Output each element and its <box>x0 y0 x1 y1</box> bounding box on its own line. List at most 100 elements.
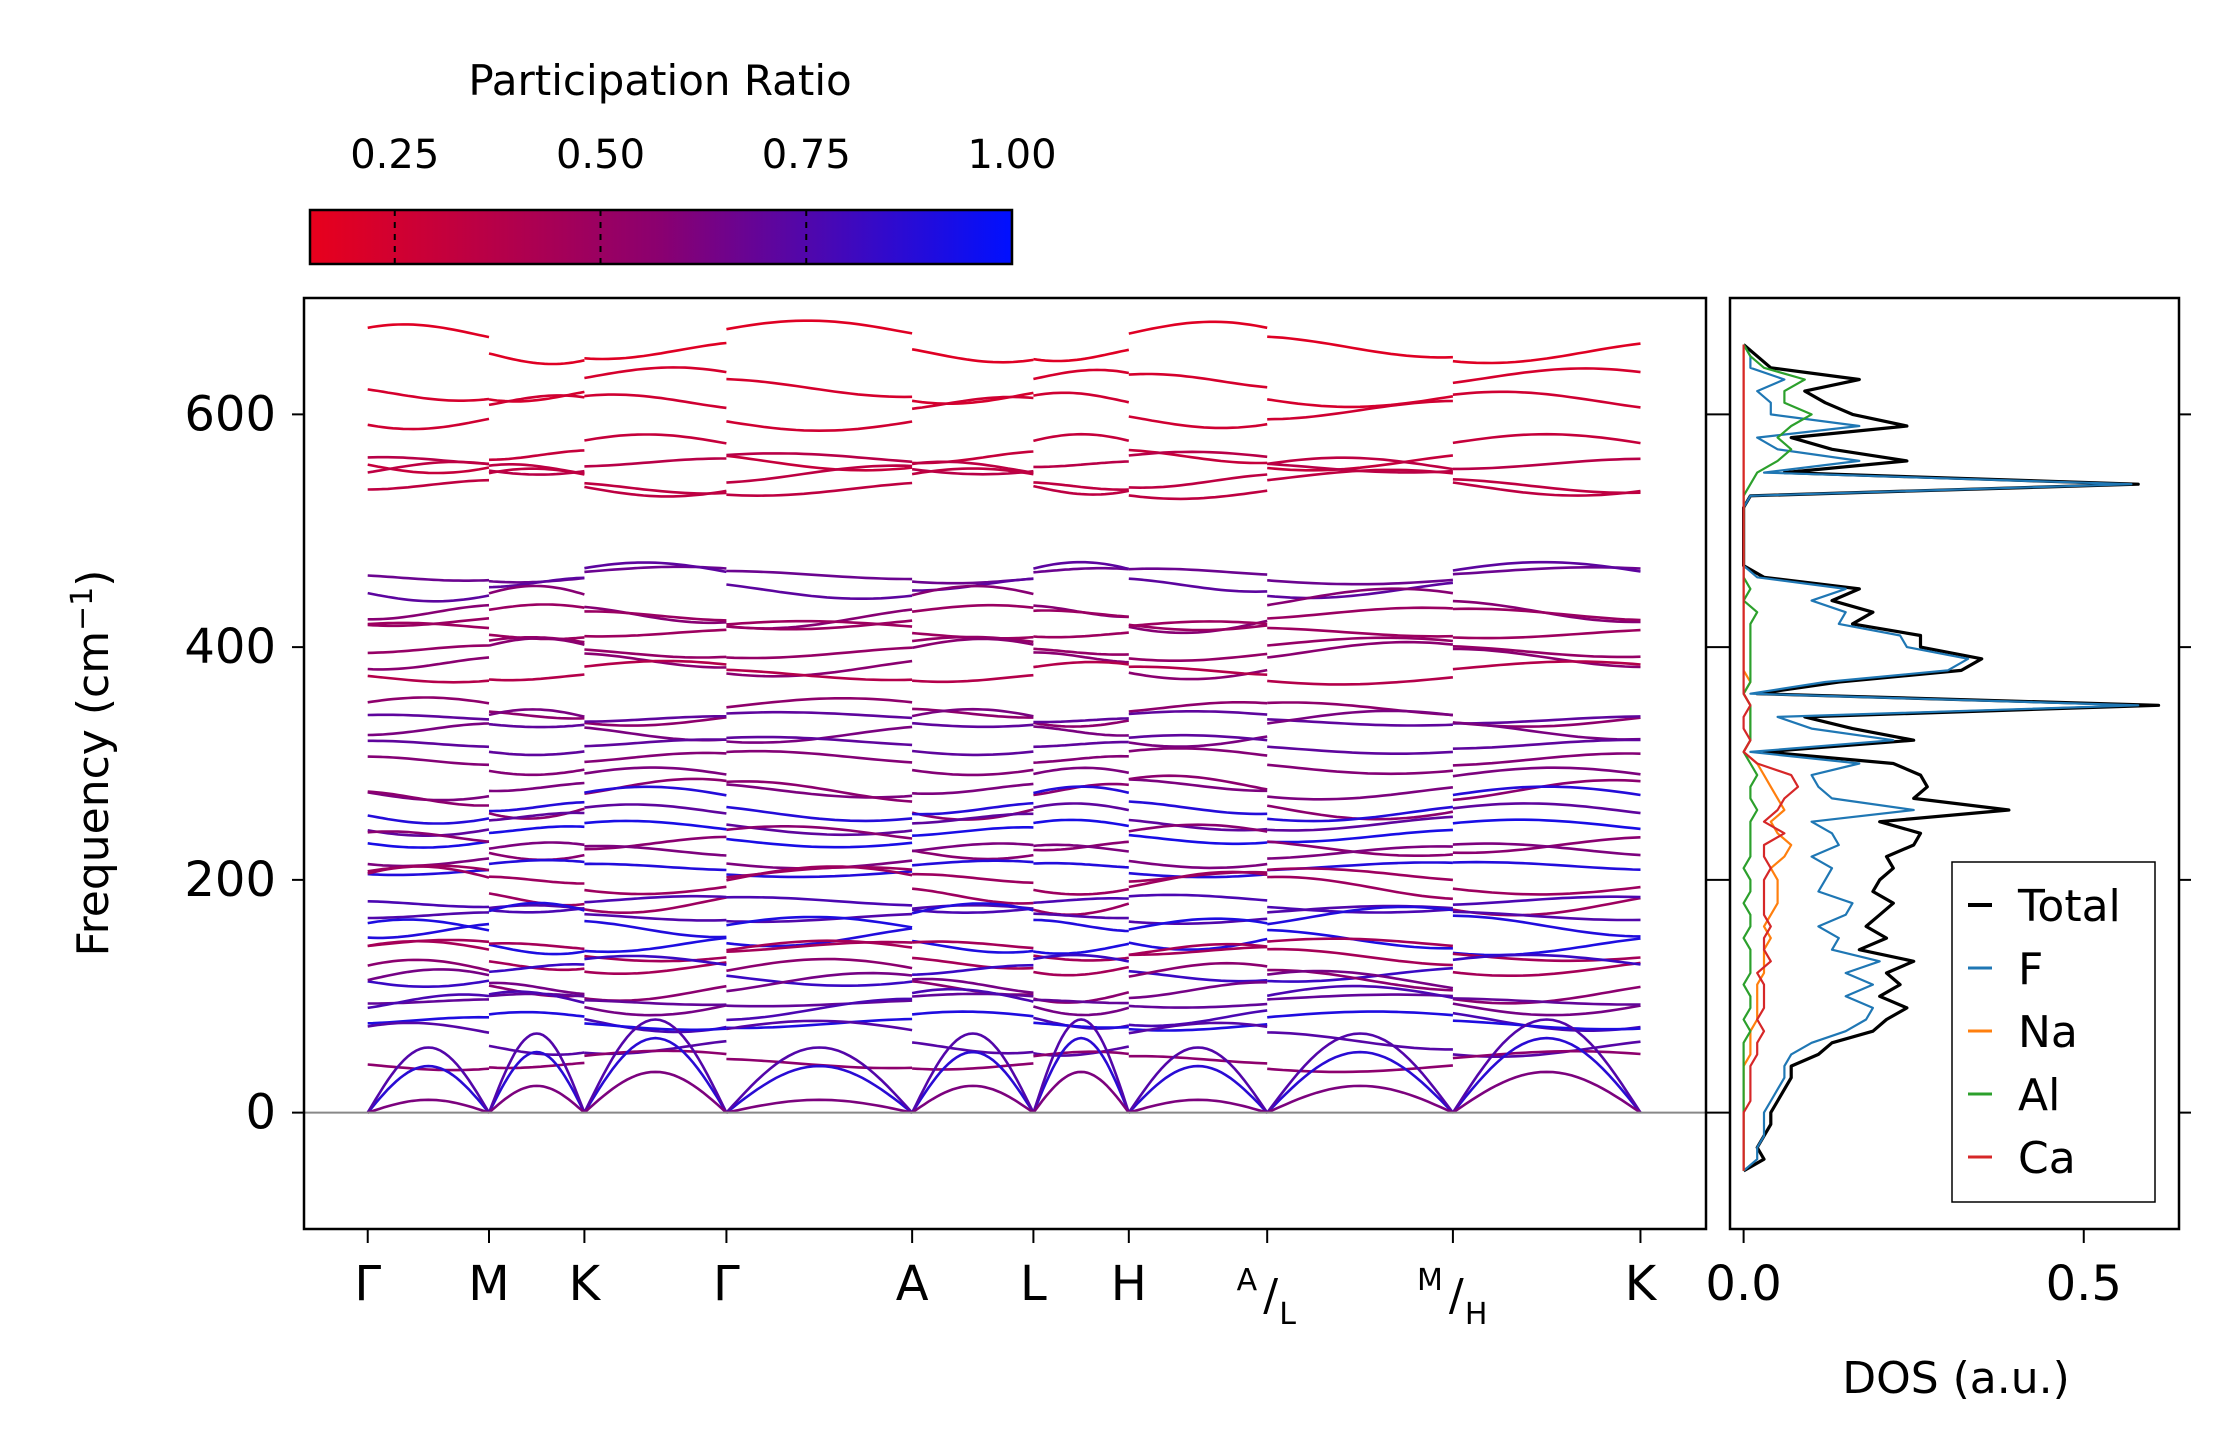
optical-band-segment <box>488 1044 585 1056</box>
optical-band-segment <box>1033 887 1130 896</box>
band-kpoint-ticks: Γ M K Γ A L H A / LM / HK <box>354 1229 1658 1332</box>
optical-band-segment <box>1128 961 1268 978</box>
optical-band-segment <box>1452 752 1641 767</box>
optical-band-segment <box>1033 843 1129 853</box>
optical-band-segment <box>726 583 913 600</box>
optical-band-segment <box>1267 1031 1453 1051</box>
acoustic-band-segment <box>911 1050 1035 1114</box>
optical-band-segment <box>584 393 727 410</box>
colorbar-tick-label: 0.50 <box>556 132 645 178</box>
acoustic-band-segment <box>1032 1036 1131 1114</box>
optical-band-segment <box>1452 342 1641 365</box>
optical-band-segment <box>488 841 585 850</box>
optical-band-segment <box>584 716 727 727</box>
optical-band-segment <box>367 958 490 972</box>
acoustic-band-segment <box>367 1098 490 1114</box>
optical-band-segment <box>584 605 727 625</box>
optical-band-segment <box>912 992 1034 998</box>
optical-band-segment <box>1452 842 1641 857</box>
optical-band-segment <box>584 954 727 963</box>
optical-band-segment <box>1128 567 1268 576</box>
optical-band-segment <box>726 420 913 433</box>
optical-band-segment <box>911 395 1034 411</box>
dos-axes-frame <box>1728 296 2181 1231</box>
optical-band-segment <box>488 875 585 885</box>
optical-band-segment <box>488 943 585 956</box>
optical-band-segment <box>488 708 585 718</box>
optical-band-segment <box>488 768 585 777</box>
optical-band-segment <box>1452 645 1641 659</box>
acoustic-band-segment <box>1452 1070 1642 1114</box>
optical-band-segment <box>488 942 585 951</box>
optical-band-segment <box>367 828 490 837</box>
optical-band-segment <box>1033 566 1129 574</box>
optical-band-segment <box>726 749 913 764</box>
acoustic-band-segment <box>1127 1064 1269 1114</box>
optical-band-segment <box>911 842 1034 853</box>
optical-band-segment <box>1033 647 1129 656</box>
kpoint-label: Γ <box>354 1256 381 1312</box>
optical-band-segment <box>726 870 913 879</box>
optical-band-segment <box>367 460 490 474</box>
optical-band-segment <box>1128 735 1268 748</box>
optical-band-segment <box>912 707 1034 719</box>
optical-band-segment <box>912 872 1034 885</box>
optical-band-segment <box>1033 717 1129 724</box>
optical-band-segment <box>912 826 1034 837</box>
optical-band-segment <box>488 637 585 647</box>
optical-band-segment <box>367 621 490 630</box>
optical-band-segment <box>1033 1021 1129 1029</box>
optical-band-segment <box>1033 725 1129 737</box>
optical-band-segment <box>911 849 1034 861</box>
legend-label: Na <box>2018 1007 2078 1058</box>
optical-band-segment <box>912 940 1034 950</box>
optical-band-segment <box>1267 636 1454 647</box>
optical-band-segment <box>912 782 1034 795</box>
acoustic-band-segment <box>725 1064 913 1114</box>
optical-band-segment <box>1128 415 1268 430</box>
optical-band-segment <box>911 721 1034 729</box>
optical-band-segment <box>726 646 913 660</box>
acoustic-band-segment <box>1451 1036 1642 1114</box>
optical-band-segment <box>1033 740 1129 749</box>
optical-band-segment <box>1452 560 1641 573</box>
optical-band-segment <box>1128 489 1268 501</box>
optical-band-segment <box>726 454 913 472</box>
optical-band-segment <box>1267 456 1454 471</box>
optical-band-segment <box>912 963 1034 976</box>
optical-band-segment <box>584 751 727 764</box>
optical-band-segment <box>726 735 913 747</box>
optical-band-segment <box>726 319 913 335</box>
acoustic-band-segment <box>1266 1050 1454 1114</box>
optical-band-segment <box>367 998 490 1005</box>
optical-band-segment <box>488 469 585 476</box>
optical-band-segment <box>1267 805 1454 823</box>
optical-band-segment <box>1266 587 1454 607</box>
optical-band-segment <box>488 992 585 998</box>
acoustic-band-segment <box>725 1046 914 1114</box>
acoustic-band-segment <box>1451 1018 1642 1114</box>
optical-band-segment <box>1267 335 1453 359</box>
optical-band-segment <box>726 783 913 799</box>
optical-band-segment <box>367 814 490 825</box>
optical-band-segment <box>1128 778 1268 793</box>
optical-band-segment <box>1452 457 1641 471</box>
optical-band-segment <box>488 394 585 407</box>
optical-band-segment <box>911 584 1034 597</box>
optical-band-segment <box>1267 399 1453 421</box>
optical-band-segment <box>1033 953 1130 963</box>
optical-band-segment <box>367 911 490 920</box>
optical-band-segment <box>584 1049 727 1058</box>
dos-x-ticks: 0.0 0.5 <box>1705 1229 2122 1312</box>
optical-band-segment <box>1452 937 1641 957</box>
dos-line-ca <box>1742 344 1800 1171</box>
optical-band-segment <box>726 805 913 823</box>
optical-band-segment <box>584 896 727 914</box>
optical-band-segment <box>488 800 585 813</box>
optical-band-segment <box>1033 432 1130 443</box>
optical-band-segment <box>1452 961 1641 977</box>
optical-band-segment <box>584 954 727 967</box>
optical-band-segment <box>367 918 490 932</box>
optical-band-segment <box>1033 965 1130 977</box>
